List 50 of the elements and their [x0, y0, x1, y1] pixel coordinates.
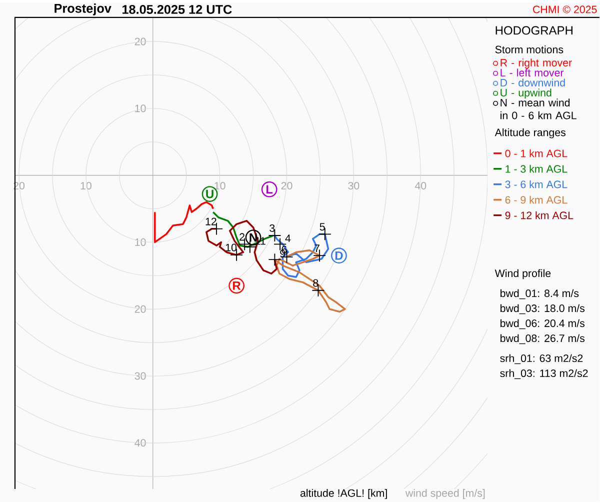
text: HODOGRAPH	[496, 26, 572, 35]
text: altitude !AGL! [km]	[300, 489, 387, 500]
legend-title: Storm motions	[495, 46, 564, 54]
text: bwd_06: 20.4 m/s	[500, 319, 585, 330]
x-tick-label: 30	[348, 182, 360, 190]
data-label: U	[206, 190, 214, 198]
data-label: L	[266, 185, 273, 194]
y-tick-label: 10	[135, 104, 146, 112]
point	[243, 240, 256, 254]
text: bwd_01: 8.4 m/s	[500, 290, 579, 300]
legend-label: R - right mover	[500, 58, 572, 69]
x-tick-label: 10	[80, 182, 92, 190]
chart-title: Prostejov	[54, 4, 112, 16]
y-tick-label: 10	[135, 238, 146, 246]
annotation: 4	[285, 234, 291, 242]
legend-label: D - downwind	[500, 78, 565, 87]
text: Altitude ranges	[494, 128, 566, 139]
data-label: R	[233, 282, 241, 290]
y-tick-label: 20	[134, 306, 146, 314]
annotation: 10	[226, 244, 237, 252]
y-tick-label: 30	[134, 372, 146, 380]
text: srh_01: 63 m2/s2	[500, 354, 583, 364]
x-axis-title: wind speed [m/s]	[405, 489, 485, 500]
text: CHMI © 2025	[533, 6, 597, 14]
annotation: 5	[320, 223, 325, 231]
x-tick-label: 40	[414, 182, 426, 190]
legend-label: 0 - 1 km AGL	[505, 150, 568, 158]
line-series	[274, 234, 330, 278]
text: bwd_08: 26.7 m/s	[500, 334, 585, 344]
annotation: 12	[206, 218, 216, 226]
annotation: 2	[240, 233, 244, 241]
text: bwd_03: 18.0 m/s	[500, 304, 585, 314]
legend-label: U - upwind	[500, 88, 552, 99]
legend-label: N - mean wind in 0 - 6 km AGL	[500, 98, 576, 120]
text: Wind profile	[494, 269, 551, 280]
x-tick-label: 10	[214, 182, 226, 190]
text: srh_03: 113 m2/s2	[500, 369, 588, 380]
annotation: 3	[270, 224, 275, 232]
y-tick-label: 40	[134, 439, 146, 447]
annotation: 8	[313, 279, 318, 287]
legend-label: 3 - 6 km AGL	[505, 180, 568, 188]
legend-label: 6 - 9 km AGL	[505, 196, 568, 204]
x-tick-label: 20	[281, 182, 292, 190]
data-label: D	[335, 252, 343, 260]
legend-label: L - left mover	[500, 68, 564, 77]
y-tick-label: 20	[134, 38, 146, 46]
chart-subtitle: 18.05.2025 12 UTC	[122, 5, 232, 14]
point	[268, 253, 282, 266]
legend-label: 1 - 3 km AGL	[506, 165, 568, 173]
legend-label: 9 - 12 km AGL	[505, 212, 574, 220]
